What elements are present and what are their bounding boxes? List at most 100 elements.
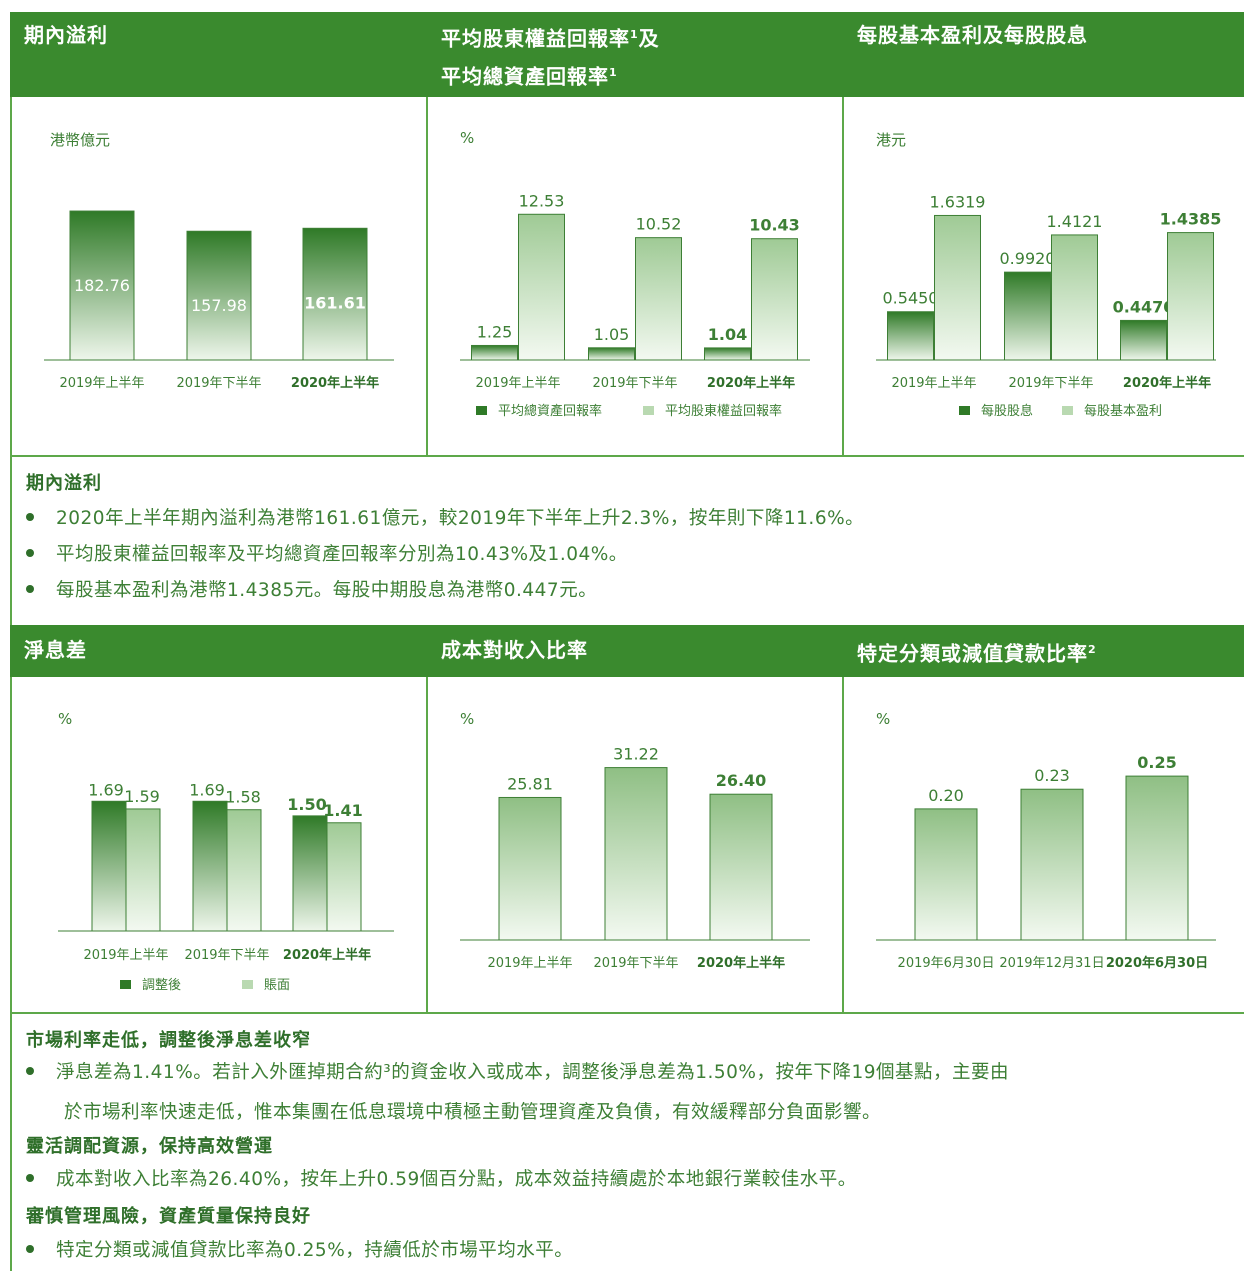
header-eps-text: 每股基本盈利及每股股息 xyxy=(857,23,1088,47)
header-loans-text: 特定分類或減值貸款比率 xyxy=(857,641,1088,666)
bar xyxy=(704,347,751,361)
data-label: 1.25 xyxy=(477,322,513,341)
legend-label: 每股基本盈利 xyxy=(1084,403,1162,419)
unit-label: % xyxy=(58,710,73,728)
data-label: 1.4385 xyxy=(1160,210,1222,229)
header-cost: 成本對收入比率 xyxy=(441,633,588,685)
category-label: 2020年上半年 xyxy=(707,375,795,391)
bullet-dot xyxy=(26,513,34,521)
panel-nim: % 1.69 1.59 2019年上半年 1.69 1.58 2019年下半年 1.50 1.… xyxy=(10,677,426,1012)
data-label: 1.69 xyxy=(88,780,124,799)
category-label: 2020年6月30日 xyxy=(1106,955,1208,971)
bar xyxy=(635,237,682,361)
header-roa-text: 平均總資產回報率 xyxy=(441,64,609,89)
category-label: 2019年上半年 xyxy=(487,956,572,971)
summary-bullet: 成本對收入比率為26.40%，按年上升0.59個百分點，成本效益持續處於本地銀行… xyxy=(26,1163,857,1197)
category-label: 2019年上半年 xyxy=(59,376,144,391)
category-label: 2019年下半年 xyxy=(1008,376,1093,391)
page: 期內溢利 平均股東權益回報率1及 平均總資產回報率1 每股基本盈利及每股股息 港… xyxy=(10,12,1244,1271)
bar xyxy=(1004,271,1051,361)
summary-title: 靈活調配資源，保持高效營運 xyxy=(26,1136,273,1157)
header-profit-text: 期內溢利 xyxy=(24,23,108,47)
bar xyxy=(1167,232,1214,361)
data-label: 161.61 xyxy=(304,293,366,312)
summary-title: 市場利率走低，調整後淨息差收窄 xyxy=(26,1030,311,1051)
bar xyxy=(1120,319,1167,361)
bar xyxy=(1051,234,1098,361)
panel-roe-roa: % 1.25 12.53 2019年上半年 1.05 10.52 2019年下半年 1.04… xyxy=(426,97,842,455)
data-label: 0.25 xyxy=(1137,753,1176,772)
bar xyxy=(914,808,978,941)
bullet-continuation: 於市場利率快速走低，惟本集團在低息環境中積極主動管理資產及負債，有效緩釋部分負面… xyxy=(64,1102,882,1123)
bar xyxy=(588,347,635,361)
bar xyxy=(326,822,362,932)
chart-roe-roa: 1.25 12.53 2019年上半年 1.05 10.52 2019年下半年 1.04 10… xyxy=(460,191,810,419)
bar xyxy=(226,809,262,932)
bullet-text: 成本對收入比率為26.40%，按年上升0.59個百分點，成本效益持續處於本地銀行… xyxy=(56,1169,857,1190)
summary-bullet: 每股基本盈利為港幣1.4385元。每股中期股息為港幣0.447元。 xyxy=(26,574,597,608)
data-label: 31.22 xyxy=(613,745,659,764)
header-eps: 每股基本盈利及每股股息 xyxy=(857,18,1088,103)
bar xyxy=(292,815,328,932)
data-label: 0.5450 xyxy=(883,289,939,308)
data-label: 0.23 xyxy=(1034,766,1070,785)
data-label: 1.05 xyxy=(594,325,630,344)
legend-swatch xyxy=(120,980,131,989)
summary-title: 期內溢利 xyxy=(26,473,102,494)
bar xyxy=(69,210,135,361)
unit-label: % xyxy=(460,710,475,728)
category-label: 2020年上半年 xyxy=(697,955,785,971)
legend-swatch xyxy=(959,406,970,415)
divider xyxy=(10,455,1244,457)
chart-cost: 25.81 2019年上半年 31.22 2019年下半年 26.40 2020年上半年 xyxy=(460,745,810,971)
bar xyxy=(751,238,798,361)
legend-label: 調整後 xyxy=(142,978,181,993)
summary-bullet: 2020年上半年期內溢利為港幣161.61億元，較2019年下半年上升2.3%，… xyxy=(26,502,864,536)
legend-swatch xyxy=(476,406,487,415)
data-label: 1.69 xyxy=(189,780,225,799)
data-label: 1.04 xyxy=(708,325,747,344)
summary-bullet: 特定分類或減值貸款比率為0.25%，持續低於市場平均水平。 xyxy=(26,1234,573,1268)
row2-panels: % 1.69 1.59 2019年上半年 1.69 1.58 2019年下半年 1.50 1.… xyxy=(10,677,1244,1012)
legend-swatch xyxy=(242,980,253,989)
header-cost-text: 成本對收入比率 xyxy=(441,638,588,662)
chart-profit: 182.76 2019年上半年 157.98 2019年下半年 161.61 2020年上… xyxy=(44,210,394,391)
summary-title: 審慎管理風險，資產質量保持良好 xyxy=(26,1206,311,1227)
bullet-text: 平均股東權益回報率及平均總資產回報率分別為10.43%及1.04%。 xyxy=(56,544,628,565)
bar xyxy=(302,227,368,361)
profit-summary: 期內溢利 2020年上半年期內溢利為港幣161.61億元，較2019年下半年上升… xyxy=(10,457,1244,625)
header-roe-roa: 平均股東權益回報率1及 平均總資產回報率1 xyxy=(441,18,660,103)
header-nim: 淨息差 xyxy=(24,633,87,685)
header-roa-sup: 1 xyxy=(609,65,618,79)
data-label: 1.58 xyxy=(225,788,261,807)
data-label: 1.50 xyxy=(287,795,326,814)
data-label: 0.9920 xyxy=(1000,249,1056,268)
legend-label: 平均總資產回報率 xyxy=(498,403,602,419)
data-label: 157.98 xyxy=(191,296,247,315)
data-label: 1.59 xyxy=(124,787,160,806)
summary-bullet: 淨息差為1.41%。若計入外匯掉期合約³的資金收入或成本，調整後淨息差為1.50… xyxy=(26,1056,1009,1090)
bullet-dot xyxy=(26,1245,34,1253)
bar xyxy=(518,213,565,361)
row1-panels: 港幣億元 182.76 2019年上半年 157.98 2019年下半年 161.61 2… xyxy=(10,97,1244,455)
data-label: 0.4470 xyxy=(1113,297,1175,316)
data-label: 182.76 xyxy=(74,276,130,295)
bar xyxy=(934,214,981,361)
category-label: 2019年上半年 xyxy=(475,376,560,391)
header-nim-text: 淨息差 xyxy=(24,638,87,662)
panel-profit: 港幣億元 182.76 2019年上半年 157.98 2019年下半年 161.61 2… xyxy=(10,97,426,455)
category-label: 2019年上半年 xyxy=(83,948,168,963)
category-label: 2019年下半年 xyxy=(592,376,677,391)
unit-label: 港幣億元 xyxy=(50,131,111,149)
header-roe-and: 及 xyxy=(638,26,660,51)
category-label: 2019年下半年 xyxy=(176,376,261,391)
bullet-text: 每股基本盈利為港幣1.4385元。每股中期股息為港幣0.447元。 xyxy=(56,580,598,601)
header-loans-sup: 2 xyxy=(1088,643,1097,656)
bar xyxy=(709,793,773,941)
operations-summary: 市場利率走低，調整後淨息差收窄 淨息差為1.41%。若計入外匯掉期合約³的資金收… xyxy=(10,1014,1244,1271)
category-label: 2019年上半年 xyxy=(891,376,976,391)
panel-loans: % 0.20 2019年6月30日 0.23 2019年12月31日 0.25 2020年… xyxy=(842,677,1244,1012)
bullet-dot xyxy=(26,1174,34,1182)
bullet-text: 淨息差為1.41%。若計入外匯掉期合約³的資金收入或成本，調整後淨息差為1.50… xyxy=(56,1062,1010,1083)
panel-eps: 港元 0.5450 1.6319 2019年上半年 0.9920 1.4121 2019年… xyxy=(842,97,1244,455)
